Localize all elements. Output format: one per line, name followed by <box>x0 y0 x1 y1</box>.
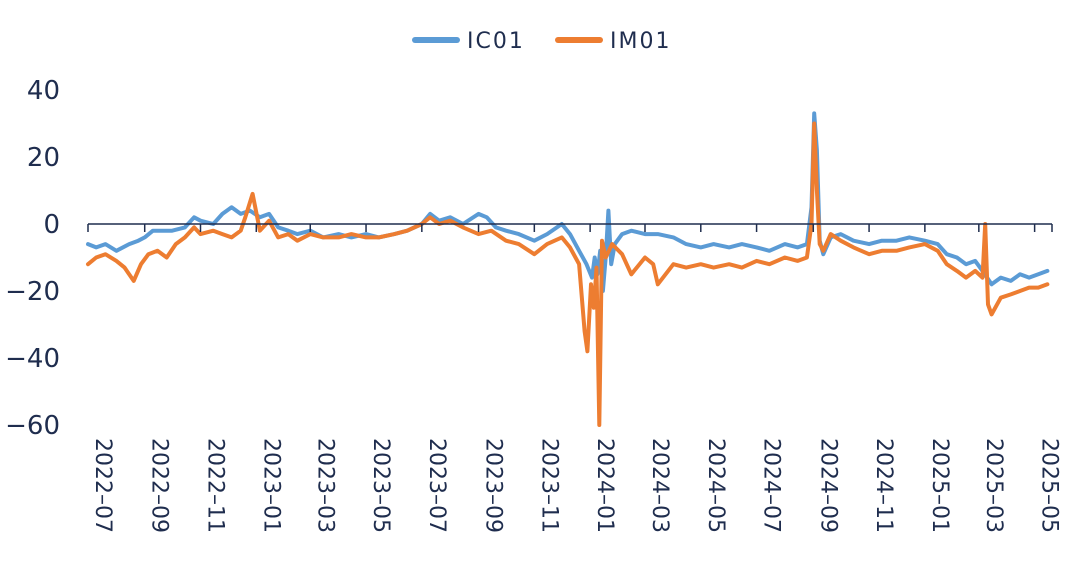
x-tick-label: 2022–09 <box>147 438 172 533</box>
x-tick-label: 2024–09 <box>815 438 840 533</box>
y-axis: 40 20 0 −20 −40 −60 <box>5 76 60 441</box>
legend-item-im01: IM01 <box>555 29 671 54</box>
x-axis: 2022–07 2022–09 2022–11 2023–01 2023–03 2023–… <box>87 223 1062 533</box>
x-tick-label: 2023–03 <box>312 438 337 533</box>
x-tick-label: 2025–03 <box>981 438 1006 533</box>
y-tick-label: −20 <box>5 277 60 307</box>
x-tick-label: 2022–07 <box>90 438 115 533</box>
x-tick-label: 2023–05 <box>368 438 393 533</box>
series-layer <box>86 111 1050 427</box>
x-tick-label: 2023–07 <box>424 438 449 533</box>
legend: IC01 IM01 <box>412 29 671 54</box>
y-tick-label: 40 <box>27 76 60 106</box>
x-tick-label: 2023–11 <box>536 438 561 533</box>
y-tick-label: 20 <box>27 143 60 173</box>
legend-label: IM01 <box>610 29 671 54</box>
y-tick-label: −40 <box>5 344 60 374</box>
x-tick-label: 2024–01 <box>592 438 617 533</box>
x-tick-label: 2024–11 <box>871 438 896 533</box>
series-line-ic01 <box>86 111 1050 293</box>
x-tick-label: 2022–11 <box>202 438 227 533</box>
y-tick-label: −60 <box>5 411 60 441</box>
x-tick-label: 2024–07 <box>759 438 784 533</box>
y-tick-label: 0 <box>43 210 60 240</box>
x-tick-label: 2024–03 <box>647 438 672 533</box>
series-line-im01 <box>86 121 1050 427</box>
legend-label: IC01 <box>467 29 525 54</box>
legend-item-ic01: IC01 <box>412 29 525 54</box>
x-tick-label: 2025–01 <box>927 438 952 533</box>
x-tick-label: 2025–05 <box>1037 438 1062 533</box>
x-tick-label: 2023–01 <box>258 438 283 533</box>
x-tick-label: 2024–05 <box>703 438 728 533</box>
x-tick-label: 2023–09 <box>481 438 506 533</box>
